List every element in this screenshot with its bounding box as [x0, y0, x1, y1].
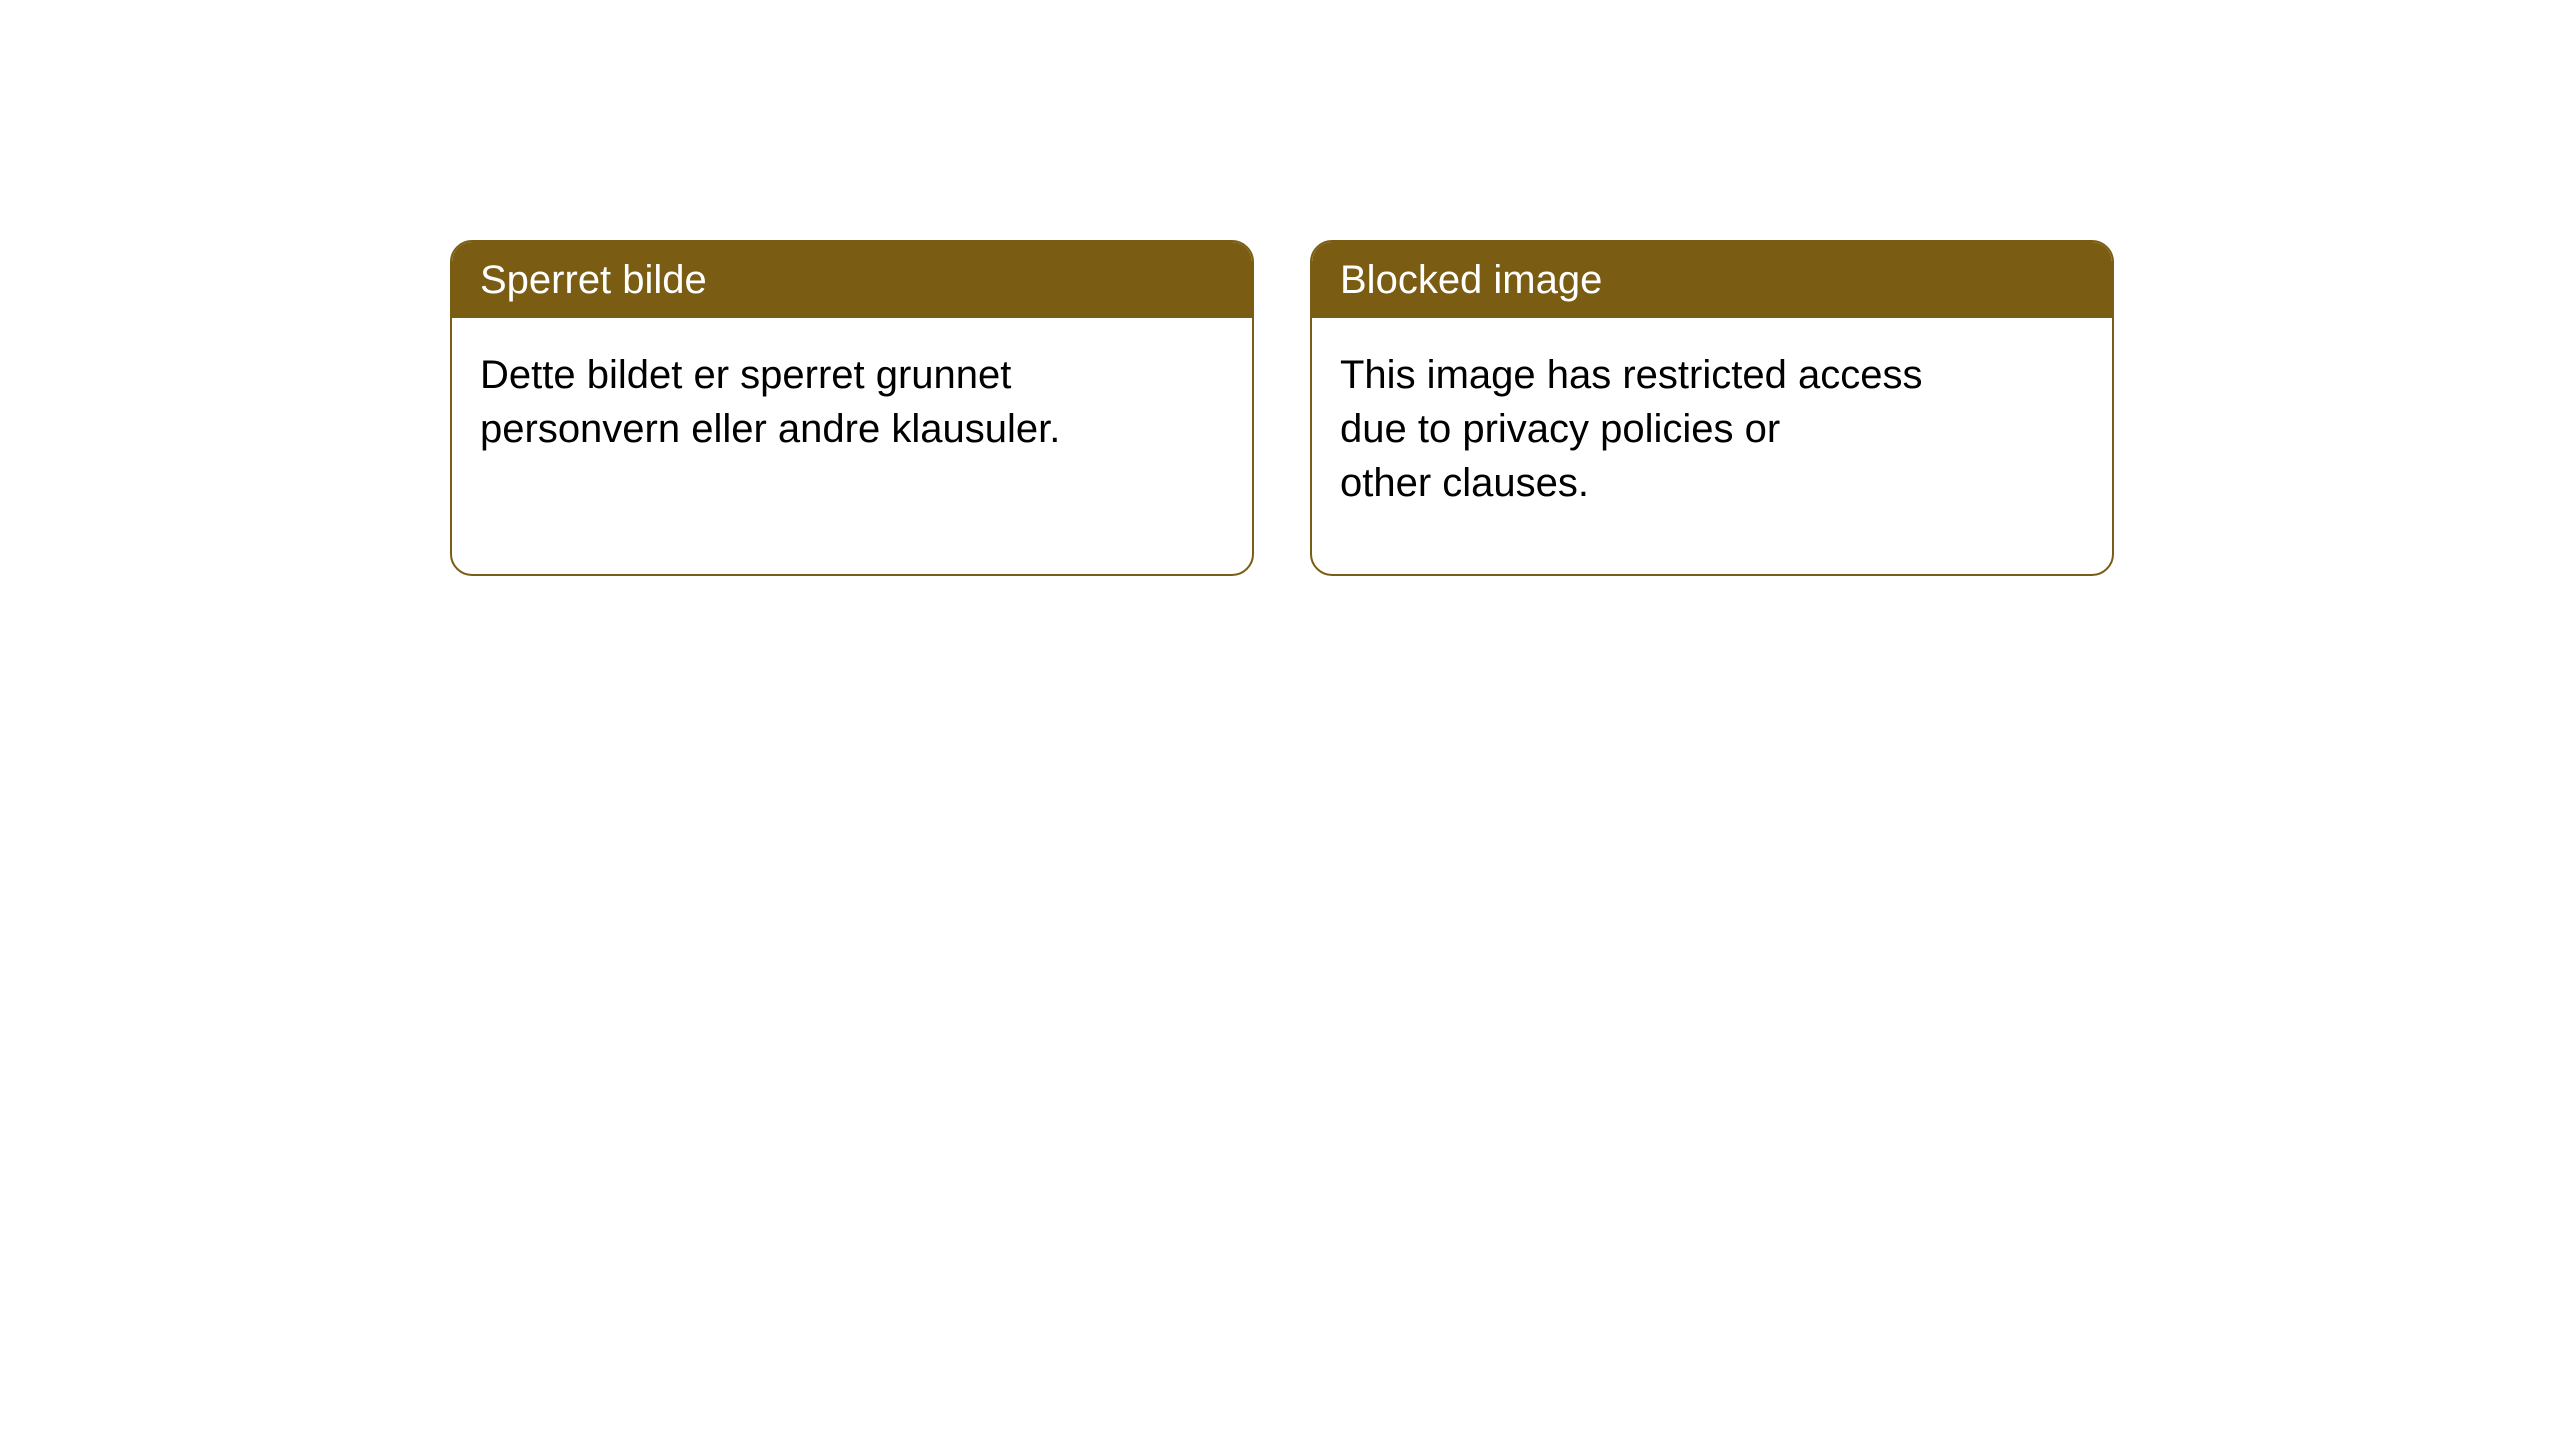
notice-title-en: Blocked image [1312, 242, 2112, 318]
notice-body-en: This image has restricted access due to … [1312, 318, 2112, 540]
notice-card-en: Blocked image This image has restricted … [1310, 240, 2114, 576]
notice-title-no: Sperret bilde [452, 242, 1252, 318]
notice-container: Sperret bilde Dette bildet er sperret gr… [450, 240, 2114, 576]
notice-card-no: Sperret bilde Dette bildet er sperret gr… [450, 240, 1254, 576]
notice-body-no: Dette bildet er sperret grunnet personve… [452, 318, 1252, 486]
